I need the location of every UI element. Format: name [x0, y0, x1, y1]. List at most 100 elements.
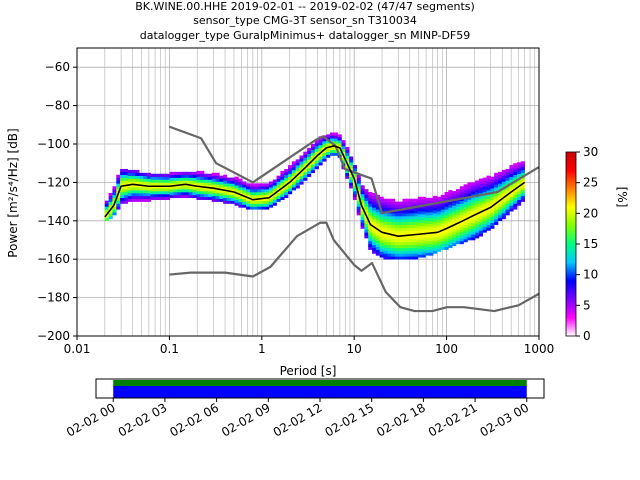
density-cell: [425, 215, 430, 219]
density-cell: [154, 182, 159, 186]
density-cell: [280, 191, 285, 195]
density-cell: [181, 177, 186, 181]
density-cell: [513, 166, 518, 170]
density-cell: [471, 237, 476, 241]
density-cell: [108, 204, 113, 208]
density-cell: [242, 192, 247, 197]
density-cell: [261, 189, 266, 193]
density-cell: [425, 217, 430, 222]
density-cell: [459, 238, 464, 242]
density-cell: [429, 206, 434, 210]
density-cell: [402, 201, 407, 205]
density-cell: [440, 217, 445, 222]
density-cell: [181, 192, 186, 196]
density-cell: [471, 191, 476, 195]
colorbar-tick-label: 15: [583, 237, 598, 251]
density-cell: [482, 226, 487, 230]
density-cell: [108, 213, 113, 217]
density-cell: [360, 196, 365, 200]
density-cell: [413, 210, 419, 214]
density-cell: [440, 243, 445, 248]
density-cell: [196, 191, 201, 195]
density-cell: [173, 171, 178, 176]
density-cell: [223, 192, 228, 196]
density-cell: [318, 147, 323, 152]
density-cell: [448, 227, 453, 231]
density-cell: [333, 138, 338, 142]
density-cell: [375, 249, 380, 253]
density-cell: [169, 174, 174, 178]
density-cell: [425, 223, 430, 227]
density-cell: [436, 245, 442, 249]
density-cell: [452, 237, 457, 241]
density-cell: [372, 213, 377, 217]
density-cell: [425, 243, 430, 248]
density-cell: [139, 192, 144, 197]
density-cell: [509, 208, 514, 212]
density-cell: [284, 192, 289, 196]
density-cell: [242, 187, 247, 191]
density-cell: [486, 218, 491, 223]
density-cell: [120, 192, 125, 196]
density-cell: [177, 194, 182, 199]
density-cell: [375, 206, 380, 210]
density-cell: [307, 170, 312, 175]
timeline-tick-label: 02-02 03: [116, 400, 170, 439]
density-cell: [265, 203, 270, 207]
density-cell: [272, 182, 277, 186]
density-cell: [165, 182, 171, 186]
density-cell: [192, 180, 197, 184]
density-cell: [433, 210, 438, 214]
density-cell: [299, 172, 304, 176]
density-cell: [413, 247, 419, 251]
density-cell: [501, 204, 506, 208]
y-tick-label: −180: [37, 291, 70, 305]
density-cell: [123, 171, 129, 176]
density-cell: [520, 187, 525, 191]
density-cell: [116, 194, 121, 199]
density-cell: [440, 209, 445, 213]
x-tick-label: 100: [435, 342, 458, 356]
density-cell: [520, 169, 525, 174]
density-cell: [482, 206, 487, 210]
density-cell: [337, 148, 342, 152]
density-cell: [494, 195, 499, 200]
density-cell: [406, 253, 411, 257]
density-cell: [497, 171, 503, 176]
density-cell: [322, 149, 327, 153]
density-cell: [509, 176, 514, 180]
density-cell: [322, 144, 327, 148]
density-cell: [253, 200, 258, 204]
density-cell: [467, 185, 472, 189]
density-cell: [295, 165, 300, 169]
density-cell: [455, 238, 461, 242]
density-cell: [394, 250, 400, 254]
density-cell: [364, 232, 369, 236]
density-cell: [475, 215, 480, 219]
density-cell: [383, 207, 388, 211]
density-cell: [349, 179, 354, 183]
density-cell: [135, 169, 140, 174]
density-cell: [448, 221, 453, 225]
density-cell: [429, 217, 434, 222]
x-tick-label: 0.1: [160, 342, 179, 356]
density-cell: [372, 201, 377, 205]
y-tick-label: −120: [37, 175, 70, 189]
density-cell: [448, 195, 453, 200]
density-cell: [398, 218, 403, 223]
density-cell: [486, 184, 491, 188]
density-cell: [459, 217, 464, 222]
density-cell: [307, 173, 312, 177]
density-cell: [394, 221, 400, 225]
density-cell: [112, 206, 117, 210]
density-cell: [318, 162, 323, 166]
density-cell: [196, 193, 201, 198]
density-cell: [425, 209, 430, 213]
density-cell: [398, 244, 403, 248]
density-cell: [375, 243, 380, 248]
density-cell: [509, 168, 514, 172]
density-cell: [490, 199, 495, 203]
density-cell: [257, 186, 262, 190]
density-cell: [425, 226, 430, 230]
density-cell: [375, 217, 380, 222]
